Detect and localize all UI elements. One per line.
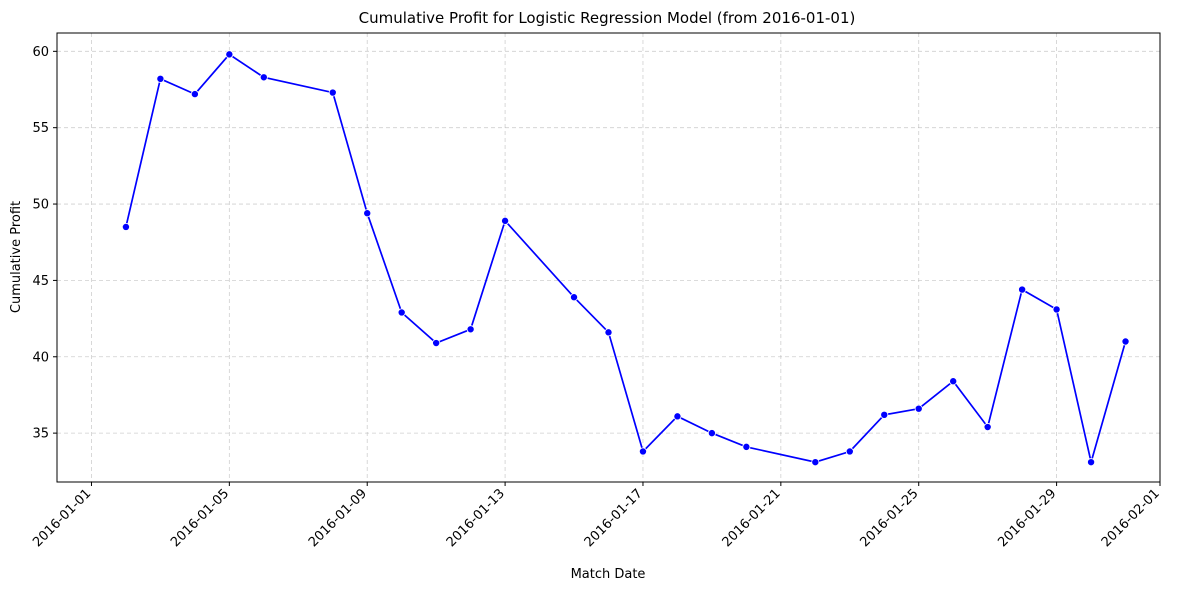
data-point	[1121, 337, 1130, 346]
x-tick-label: 2016-02-01	[1099, 486, 1163, 550]
data-point	[121, 222, 130, 231]
data-point	[1052, 305, 1061, 314]
data-point	[328, 88, 337, 97]
y-tick-label: 45	[32, 274, 49, 289]
data-point	[190, 90, 199, 99]
y-tick-label: 50	[32, 198, 49, 213]
plot-frame	[56, 32, 1161, 483]
data-point	[156, 74, 165, 83]
data-point	[949, 377, 958, 386]
data-point	[570, 293, 579, 302]
data-point	[466, 325, 475, 334]
data-point	[432, 339, 441, 348]
axis-ticks: 35 40 45 50 55 60 2016-01-01 2016-01-05 2016-01-…	[30, 45, 1163, 550]
data-point	[259, 73, 268, 82]
x-axis-label: Match Date	[571, 567, 646, 582]
data-point	[811, 458, 820, 467]
y-tick-label: 55	[32, 121, 49, 136]
x-tick-label: 2016-01-17	[582, 486, 646, 550]
x-tick-label: 2016-01-01	[30, 486, 94, 550]
data-point	[225, 50, 234, 59]
x-tick-label: 2016-01-05	[168, 486, 232, 550]
y-tick-label: 35	[32, 427, 49, 442]
chart-title: Cumulative Profit for Logistic Regressio…	[359, 9, 856, 27]
data-point	[363, 209, 372, 218]
y-axis-label: Cumulative Profit	[9, 201, 24, 313]
data-point	[501, 216, 510, 225]
data-point	[604, 328, 613, 337]
data-point	[914, 404, 923, 413]
data-point	[845, 447, 854, 456]
x-tick-label: 2016-01-09	[306, 486, 370, 550]
grid-lines	[57, 33, 1161, 482]
data-point	[673, 412, 682, 421]
series-group	[121, 50, 1130, 467]
data-point	[1087, 458, 1096, 467]
data-point	[880, 410, 889, 419]
x-tick-label: 2016-01-29	[995, 486, 1059, 550]
data-point	[638, 447, 647, 456]
series-line	[125, 53, 1127, 463]
data-point	[1018, 285, 1027, 294]
data-point	[397, 308, 406, 317]
x-tick-label: 2016-01-13	[444, 486, 508, 550]
y-tick-label: 60	[32, 45, 49, 60]
x-tick-label: 2016-01-25	[858, 486, 922, 550]
x-tick-label: 2016-01-21	[720, 486, 784, 550]
y-tick-label: 40	[32, 350, 49, 365]
data-point	[983, 423, 992, 432]
data-point	[707, 429, 716, 438]
data-point	[742, 442, 751, 451]
